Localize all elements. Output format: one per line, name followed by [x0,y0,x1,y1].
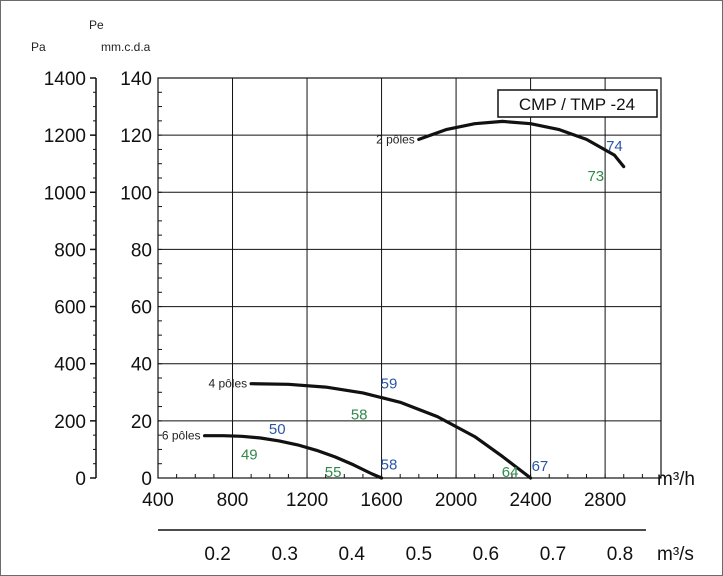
series-name-label: 2 pôles [376,132,415,146]
x-secondary-tick-label: 0.3 [271,544,297,565]
left-inner-tick-label: 0 [141,469,152,490]
efficiency-label: 67 [532,458,549,475]
series-name-label: 6 pôles [162,429,201,443]
x-primary-tick-label: 1600 [360,490,402,511]
x-secondary-tick-label: 0.2 [204,544,230,565]
left-outer-tick-label: 400 [54,355,86,376]
efficiency-label: 59 [381,375,398,392]
left-outer-tick-label: 1000 [44,183,86,204]
series-line [417,119,626,169]
x-primary-tick-label: 2400 [509,490,551,511]
left-outer-tick-label: 0 [75,469,86,490]
left-outer-tick-label: 1400 [44,69,86,90]
left-outer-tick-label: 1200 [44,126,86,147]
left-inner-tick-label: 60 [131,298,152,319]
x-primary-tick-label: 400 [142,490,174,511]
x-primary-unit: m³/h [657,469,695,490]
left-inner-tick-label: 100 [120,183,152,204]
x-primary-tick-label: 1200 [286,490,328,511]
left-outer-tick-label: 200 [54,412,86,433]
x-secondary-tick-label: 0.6 [473,544,499,565]
left-outer-axis-unit: Pa [31,40,46,54]
x-primary-tick-label: 2000 [435,490,477,511]
left-outer-tick-label: 800 [54,240,86,261]
left-inner-tick-label: 120 [120,126,152,147]
x-secondary-tick-label: 0.5 [406,544,432,565]
left-inner-axis-unit-top: Pe [89,18,104,32]
x-secondary-unit: m³/s [657,544,694,565]
efficiency-label: 50 [269,421,286,438]
efficiency-label: 49 [241,447,258,464]
efficiency-label: 58 [381,457,398,474]
chart-title: CMP / TMP -24 [519,95,635,114]
efficiency-label: 55 [325,464,342,481]
left-inner-tick-label: 80 [131,240,152,261]
x-primary-tick-label: 800 [217,490,249,511]
left-inner-tick-label: 20 [131,412,152,433]
series-name-label: 4 pôles [208,377,247,391]
efficiency-label: 58 [351,407,368,424]
x-secondary-tick-label: 0.7 [540,544,566,565]
left-inner-axis-unit: mm.c.d.a [101,40,151,54]
series-line [249,382,533,480]
chart-title-box: CMP / TMP -24 [497,89,658,118]
grid [157,77,662,479]
efficiency-label: 64 [502,464,519,481]
left-inner-tick-label: 40 [131,355,152,376]
left-outer-tick-label: 600 [54,298,86,319]
axes: 0 200 400 600 800 1000 1200 1400 0 20 40 60 80 100 120… [44,69,662,565]
x-secondary-tick-label: 0.8 [607,544,633,565]
left-inner-tick-label: 140 [120,69,152,90]
curves [203,119,626,480]
efficiency-label: 74 [606,138,623,155]
series-line [203,434,384,480]
x-primary-tick-label: 2800 [584,490,626,511]
x-secondary-tick-label: 0.4 [339,544,366,565]
efficiency-label: 73 [587,168,604,185]
